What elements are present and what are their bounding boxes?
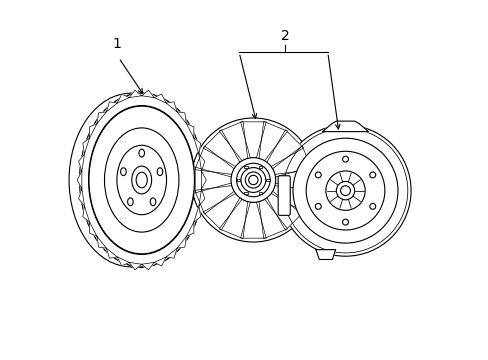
FancyBboxPatch shape: [265, 179, 269, 181]
Ellipse shape: [80, 93, 203, 267]
Polygon shape: [79, 154, 84, 171]
Polygon shape: [106, 248, 117, 258]
Polygon shape: [142, 90, 154, 98]
Polygon shape: [166, 248, 177, 258]
Polygon shape: [240, 122, 265, 158]
Polygon shape: [266, 193, 303, 230]
Polygon shape: [177, 237, 186, 248]
FancyBboxPatch shape: [259, 192, 262, 194]
Text: 1: 1: [112, 36, 121, 50]
Polygon shape: [194, 186, 234, 214]
Circle shape: [325, 171, 365, 210]
Circle shape: [283, 128, 407, 253]
Polygon shape: [154, 257, 166, 266]
FancyBboxPatch shape: [244, 166, 247, 168]
Polygon shape: [259, 121, 287, 161]
Circle shape: [342, 219, 348, 225]
Ellipse shape: [80, 93, 203, 267]
Polygon shape: [82, 206, 89, 222]
Polygon shape: [89, 123, 97, 138]
Polygon shape: [322, 121, 368, 132]
Polygon shape: [259, 199, 287, 239]
Circle shape: [342, 156, 348, 162]
Polygon shape: [186, 222, 194, 237]
Circle shape: [191, 118, 315, 242]
Polygon shape: [142, 262, 154, 270]
Text: 2: 2: [280, 30, 289, 44]
Polygon shape: [117, 94, 129, 103]
Polygon shape: [193, 206, 200, 222]
Polygon shape: [315, 249, 335, 260]
Circle shape: [315, 203, 321, 209]
Polygon shape: [240, 202, 265, 238]
Ellipse shape: [127, 198, 133, 206]
Circle shape: [241, 168, 265, 192]
Polygon shape: [272, 146, 311, 174]
Ellipse shape: [89, 106, 194, 254]
Ellipse shape: [139, 149, 144, 157]
Ellipse shape: [104, 128, 179, 232]
Polygon shape: [106, 102, 117, 112]
Circle shape: [292, 138, 397, 243]
Polygon shape: [166, 102, 177, 112]
Ellipse shape: [132, 166, 151, 194]
Polygon shape: [186, 123, 194, 138]
Polygon shape: [219, 121, 247, 161]
Polygon shape: [154, 94, 166, 103]
Circle shape: [336, 181, 354, 200]
Polygon shape: [194, 146, 234, 174]
Polygon shape: [79, 189, 84, 206]
Circle shape: [248, 175, 258, 185]
Ellipse shape: [121, 168, 126, 176]
Circle shape: [305, 151, 384, 230]
FancyBboxPatch shape: [244, 192, 247, 194]
Polygon shape: [77, 171, 81, 189]
Polygon shape: [193, 138, 200, 154]
Ellipse shape: [88, 105, 195, 255]
Polygon shape: [201, 171, 206, 189]
Ellipse shape: [69, 93, 193, 267]
Circle shape: [236, 163, 269, 197]
Polygon shape: [219, 199, 247, 239]
Circle shape: [245, 172, 261, 188]
Polygon shape: [199, 189, 204, 206]
Circle shape: [279, 125, 410, 256]
Circle shape: [369, 203, 375, 209]
Polygon shape: [97, 237, 106, 248]
Polygon shape: [82, 138, 89, 154]
Polygon shape: [89, 222, 97, 237]
Circle shape: [315, 172, 321, 178]
Ellipse shape: [150, 198, 156, 206]
Polygon shape: [199, 154, 204, 171]
Polygon shape: [117, 257, 129, 266]
Polygon shape: [129, 262, 142, 270]
Polygon shape: [272, 186, 311, 214]
Polygon shape: [195, 167, 231, 193]
Ellipse shape: [117, 145, 166, 215]
Polygon shape: [203, 193, 240, 230]
Circle shape: [230, 158, 275, 202]
FancyBboxPatch shape: [278, 176, 290, 215]
Circle shape: [340, 186, 350, 195]
Polygon shape: [177, 112, 186, 123]
FancyBboxPatch shape: [237, 179, 240, 181]
Circle shape: [369, 172, 375, 178]
FancyBboxPatch shape: [259, 166, 262, 168]
Polygon shape: [275, 167, 311, 193]
Ellipse shape: [136, 172, 147, 188]
Polygon shape: [203, 130, 240, 167]
Polygon shape: [266, 130, 303, 167]
Ellipse shape: [157, 168, 163, 176]
Polygon shape: [129, 90, 142, 98]
Polygon shape: [97, 112, 106, 123]
